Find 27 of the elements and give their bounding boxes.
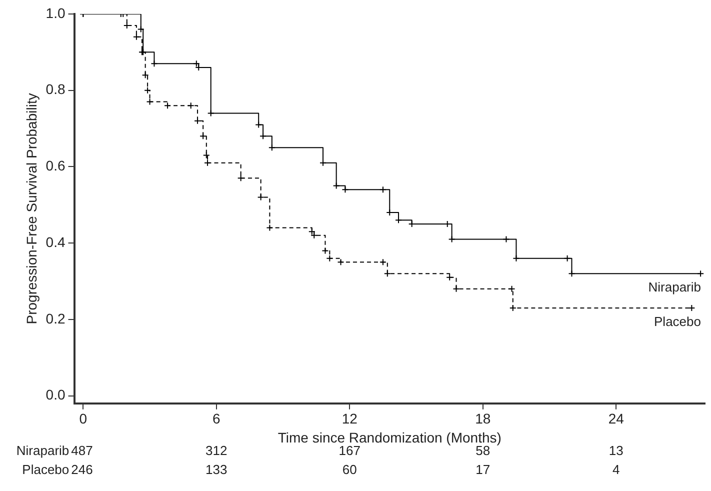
text: 4 bbox=[612, 462, 620, 477]
y-tick-label: 0.4 bbox=[46, 234, 66, 250]
y-axis-title: Progression-Free Survival Probability bbox=[23, 93, 40, 324]
text: 60 bbox=[342, 462, 357, 477]
y-tick-label: 0.0 bbox=[46, 386, 66, 403]
text: 13 bbox=[608, 442, 624, 458]
text: 133 bbox=[206, 462, 228, 477]
y-tick-label: 1.0 bbox=[46, 4, 66, 21]
y-tick-label: 0.6 bbox=[46, 158, 66, 174]
text: 246 bbox=[71, 462, 93, 477]
x-tick-label: 18 bbox=[475, 410, 491, 427]
text: Niraparib bbox=[16, 442, 70, 458]
y-tick-label: 0.8 bbox=[46, 81, 66, 98]
text: 167 bbox=[338, 442, 361, 458]
text: 487 bbox=[71, 442, 93, 458]
text: 58 bbox=[476, 442, 490, 458]
x-axis-title: Time since Randomization (Months) bbox=[278, 429, 502, 446]
y-tick-label: 0.2 bbox=[46, 310, 66, 326]
text: Placebo bbox=[22, 462, 70, 477]
x-tick-label: 24 bbox=[608, 410, 624, 427]
x-tick-label: 6 bbox=[212, 410, 220, 427]
x-tick-label: 0 bbox=[79, 410, 88, 427]
text: 312 bbox=[206, 442, 228, 458]
series-label: Placebo bbox=[654, 314, 701, 330]
text: 17 bbox=[476, 462, 490, 477]
series-label: Niraparib bbox=[648, 280, 701, 295]
x-tick-label: 12 bbox=[342, 410, 358, 427]
